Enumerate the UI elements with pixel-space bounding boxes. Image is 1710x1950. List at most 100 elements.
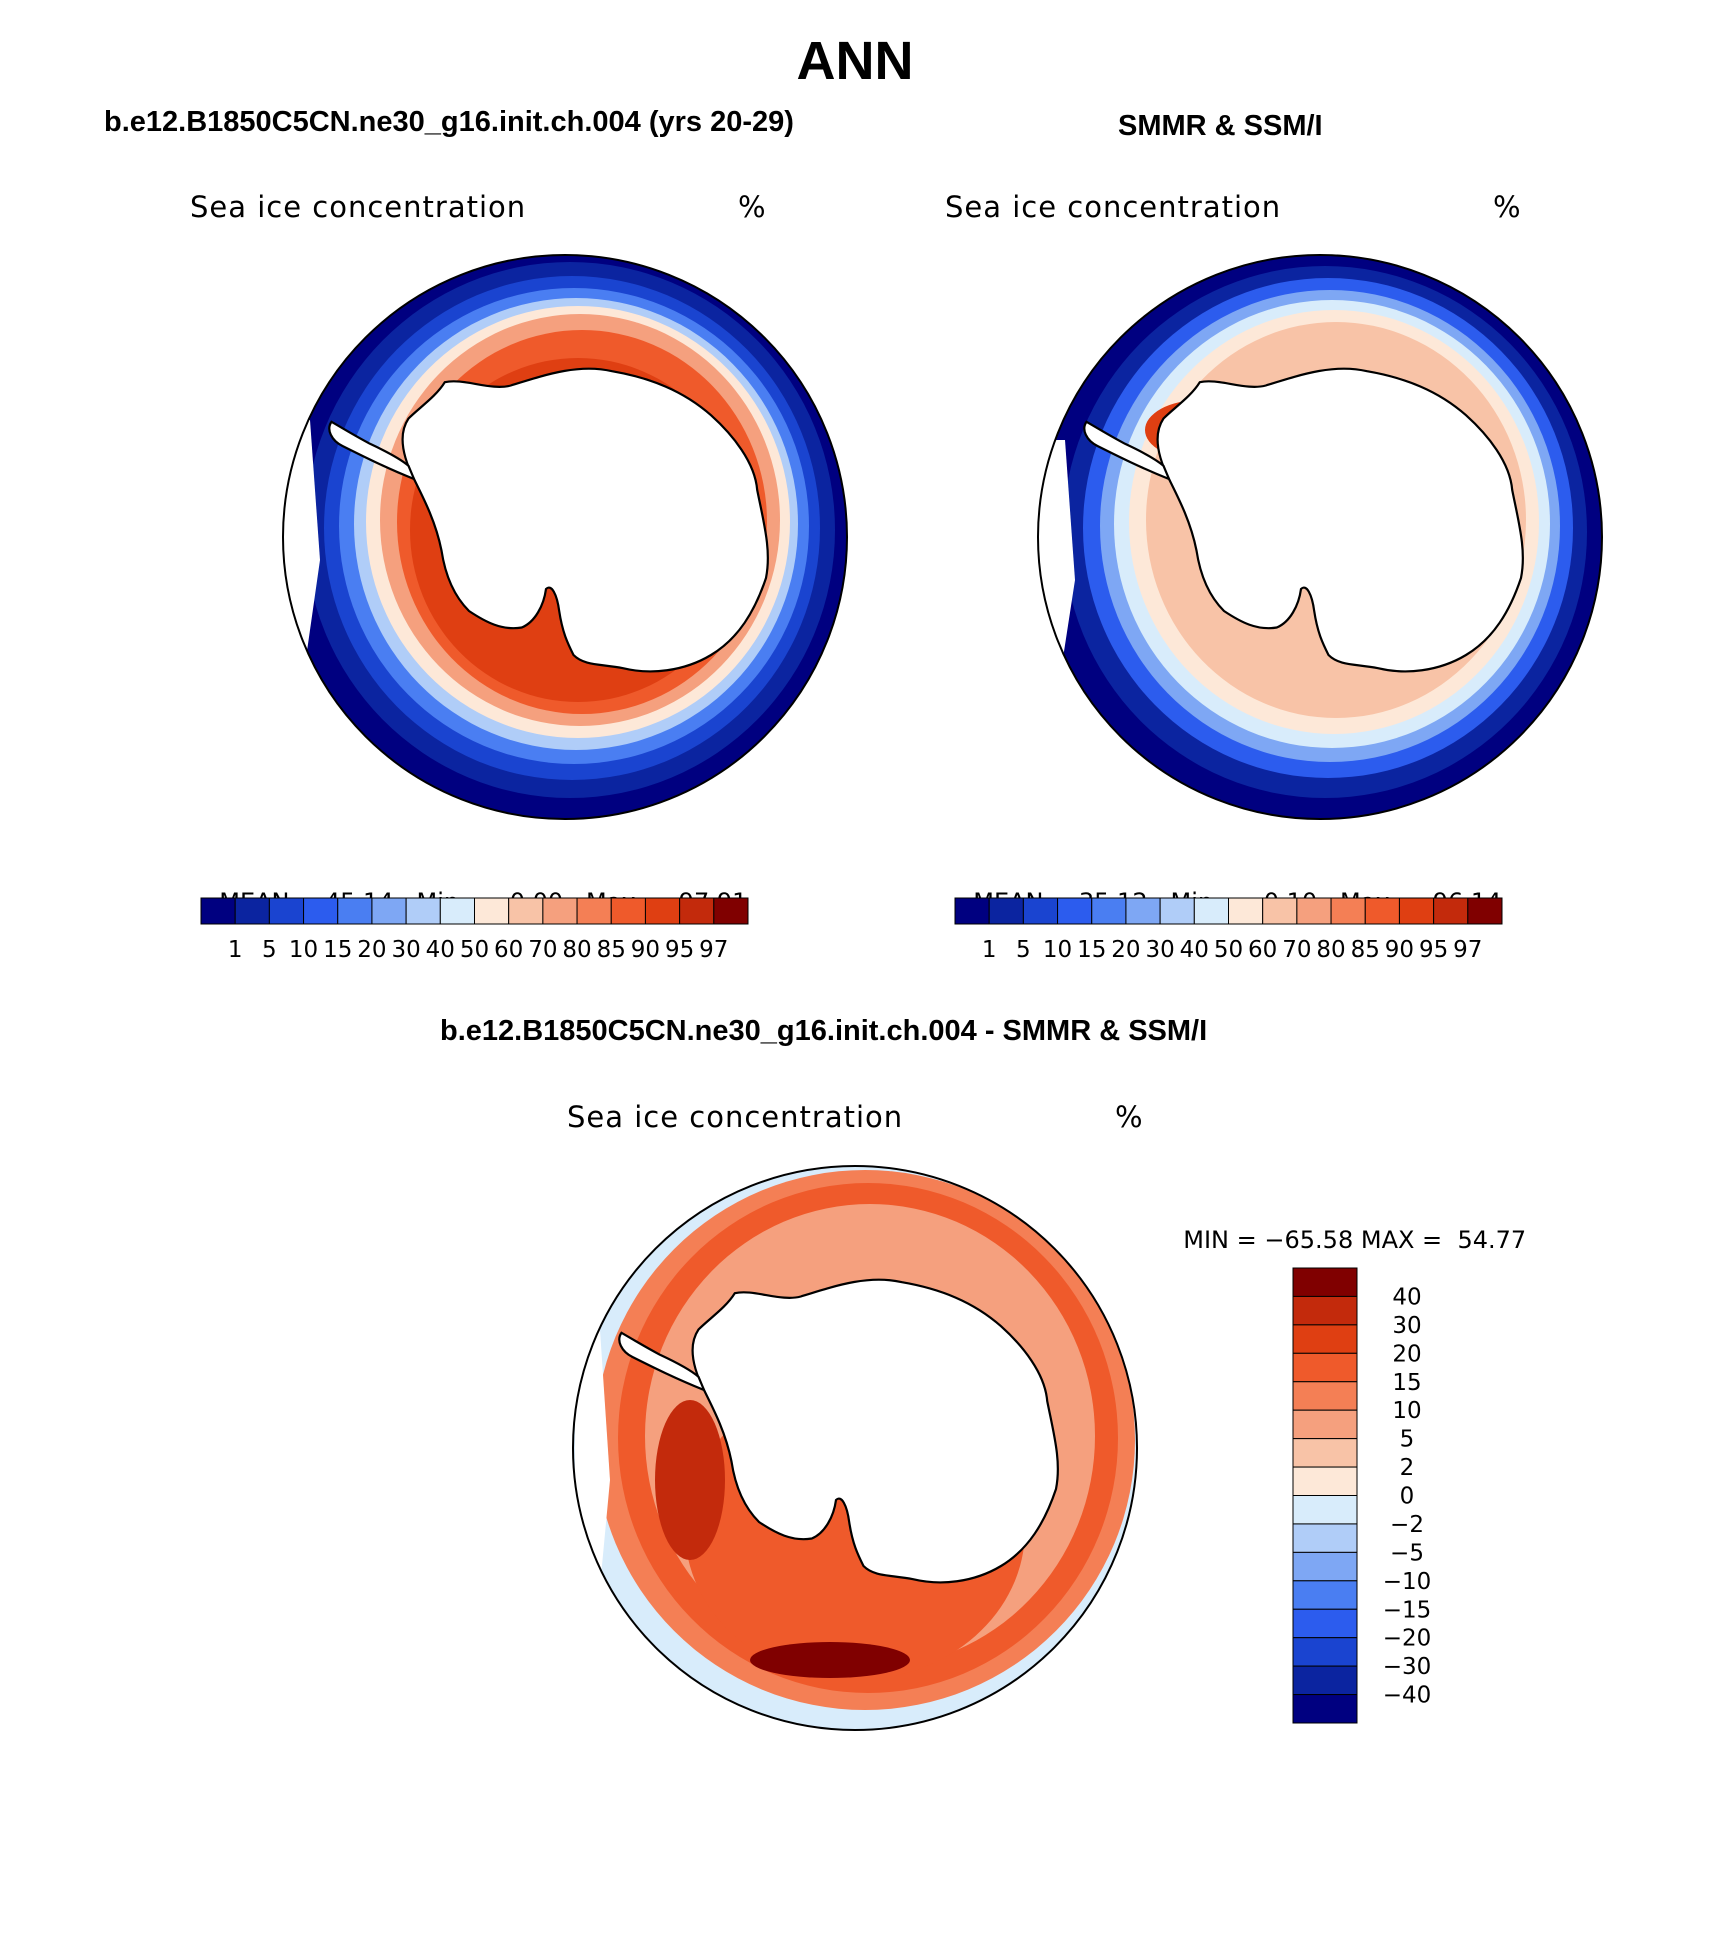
model-colorbar-tick-label: 80	[562, 937, 591, 963]
model-colorbar-box	[508, 897, 544, 925]
diff-max-value: 54.77	[1457, 1226, 1527, 1254]
diff-colorbar-box	[1292, 1381, 1358, 1411]
diff-colorbar-tick-label: 0	[1400, 1484, 1415, 1510]
diff-max-label: MAX =	[1360, 1226, 1443, 1254]
obs-colorbar-tick-label: 80	[1316, 937, 1345, 963]
diff-min-value: −65.58	[1264, 1226, 1354, 1254]
model-colorbar-box	[542, 897, 578, 925]
diff-colorbar-box	[1292, 1580, 1358, 1610]
diff-colorbar-tick-label: −30	[1383, 1654, 1432, 1680]
obs-colorbar-box	[1091, 897, 1127, 925]
obs-units-label: %	[1493, 190, 1522, 224]
diff-colorbar-box	[1292, 1267, 1358, 1297]
diff-colorbar-tick-label: 2	[1400, 1455, 1415, 1481]
obs-colorbar-box	[1433, 897, 1469, 925]
model-colorbar-box	[610, 897, 646, 925]
obs-colorbar-tick-label: 50	[1214, 937, 1243, 963]
obs-variable-label: Sea ice concentration	[945, 190, 1282, 224]
model-colorbar: 1 5 10 15 20 30 40 50 60 70 80 85 90 95 97	[200, 897, 749, 963]
obs-colorbar-box	[1467, 897, 1503, 925]
obs-colorbar-box	[1057, 897, 1093, 925]
model-colorbar-box	[713, 897, 749, 925]
obs-colorbar-tick-label: 1	[982, 937, 997, 963]
obs-colorbar-tick-label: 30	[1145, 937, 1174, 963]
obs-colorbar-box	[1125, 897, 1161, 925]
obs-colorbar-tick-label: 5	[1016, 937, 1031, 963]
model-colorbar-box	[439, 897, 475, 925]
model-colorbar-box	[268, 897, 305, 925]
figure-title: ANN	[796, 31, 914, 91]
obs-colorbar-tick-label: 20	[1111, 937, 1140, 963]
model-colorbar-tick-label: 60	[494, 937, 523, 963]
diff-colorbar-tick-label: −40	[1383, 1683, 1432, 1709]
model-colorbar-box	[679, 897, 715, 925]
model-colorbar-box	[405, 897, 441, 925]
diff-colorbar-box	[1292, 1637, 1358, 1667]
model-units-label: %	[738, 190, 767, 224]
diff-colorbar-box	[1292, 1352, 1358, 1383]
model-colorbar-tick-label: 90	[631, 937, 660, 963]
obs-colorbar: 1 5 10 15 20 30 40 50 60 70 80 85 90 95 97	[954, 897, 1503, 963]
obs-colorbar-tick-label: 70	[1282, 937, 1311, 963]
obs-colorbar-box	[1398, 897, 1435, 925]
diff-colorbar-tick-label: −5	[1390, 1540, 1424, 1566]
obs-colorbar-box	[1296, 897, 1332, 925]
model-colorbar-box	[200, 897, 236, 925]
diff-colorbar-tick-label: 10	[1392, 1398, 1421, 1424]
obs-colorbar-box	[1159, 897, 1195, 925]
model-colorbar-box	[474, 897, 510, 925]
diff-colorbar-tick-label: −20	[1383, 1626, 1432, 1652]
diff-colorbar-box	[1292, 1551, 1358, 1582]
diff-units-label: %	[1115, 1100, 1144, 1134]
diff-colorbar-box	[1292, 1466, 1358, 1496]
model-panel-title: b.e12.B1850C5CN.ne30_g16.init.ch.004 (yr…	[104, 106, 794, 138]
diff-colorbar-box	[1292, 1495, 1358, 1525]
model-colorbar-tick-label: 20	[357, 937, 386, 963]
model-colorbar-box	[371, 897, 407, 925]
obs-colorbar-tick-label: 90	[1385, 937, 1414, 963]
obs-colorbar-box	[1022, 897, 1059, 925]
model-colorbar-tick-label: 97	[699, 937, 728, 963]
model-colorbar-box	[303, 897, 339, 925]
diff-panel-title: b.e12.B1850C5CN.ne30_g16.init.ch.004 - S…	[440, 1015, 1208, 1047]
model-colorbar-tick-label: 50	[460, 937, 489, 963]
diff-colorbar-tick-label: 15	[1392, 1370, 1421, 1396]
diff-stats: MIN = −65.58 MAX = 54.77	[1168, 1198, 1526, 1254]
model-colorbar-tick-label: 70	[528, 937, 557, 963]
diff-colorbar-box	[1292, 1295, 1358, 1326]
obs-colorbar-box	[988, 897, 1024, 925]
model-colorbar-box	[576, 897, 612, 925]
model-colorbar-tick-label: 5	[262, 937, 277, 963]
model-colorbar-box	[644, 897, 681, 925]
diff-colorbar-tick-label: 5	[1400, 1427, 1415, 1453]
diff-colorbar-tick-label: −10	[1383, 1569, 1432, 1595]
obs-colorbar-tick-label: 97	[1453, 937, 1482, 963]
diff-colorbar-tick-label: −2	[1390, 1512, 1424, 1538]
obs-colorbar-tick-label: 85	[1351, 937, 1380, 963]
model-colorbar-tick-label: 1	[228, 937, 243, 963]
obs-colorbar-box	[1228, 897, 1264, 925]
obs-colorbar-tick-label: 95	[1419, 937, 1448, 963]
diff-colorbar-box	[1292, 1409, 1358, 1440]
diff-colorbar-tick-label: 40	[1392, 1284, 1421, 1310]
diff-map	[572, 1165, 1138, 1731]
model-variable-label: Sea ice concentration	[190, 190, 527, 224]
obs-colorbar-box	[1364, 897, 1400, 925]
obs-map	[1037, 254, 1603, 820]
diff-colorbar-tick-label: 20	[1392, 1341, 1421, 1367]
model-colorbar-box	[337, 897, 373, 925]
obs-colorbar-tick-label: 40	[1180, 937, 1209, 963]
model-map	[282, 254, 848, 820]
obs-panel-title: SMMR & SSM/I	[1118, 110, 1323, 142]
model-colorbar-box	[234, 897, 270, 925]
diff-colorbar-tick-label: 30	[1392, 1313, 1421, 1339]
diff-colorbar-tick-label: −15	[1383, 1597, 1432, 1623]
model-colorbar-tick-label: 85	[597, 937, 626, 963]
obs-colorbar-tick-label: 60	[1248, 937, 1277, 963]
diff-colorbar-box	[1292, 1438, 1358, 1468]
diff-variable-label: Sea ice concentration	[567, 1100, 904, 1134]
obs-colorbar-box	[1193, 897, 1229, 925]
model-colorbar-tick-label: 10	[289, 937, 318, 963]
model-colorbar-tick-label: 40	[426, 937, 455, 963]
